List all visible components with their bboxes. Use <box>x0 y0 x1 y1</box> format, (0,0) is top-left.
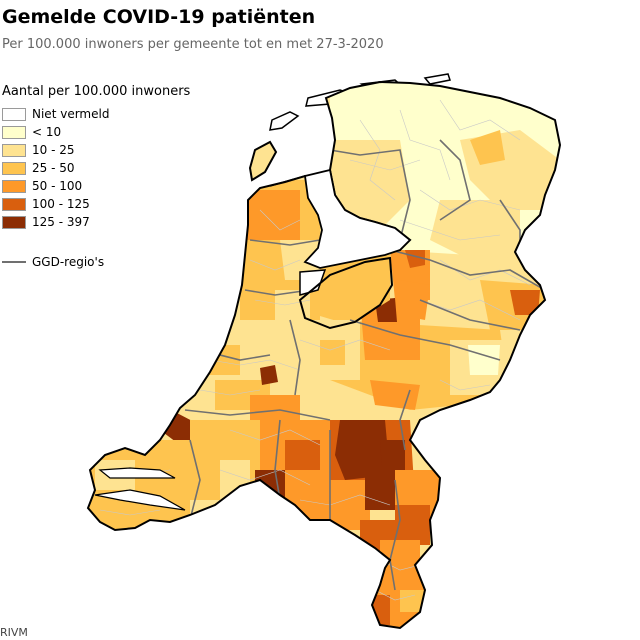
legend-item: 25 - 50 <box>2 159 232 177</box>
region-twente-hot <box>510 290 540 315</box>
municipal-borders <box>99 99 531 601</box>
region-drenthe-south <box>430 200 520 260</box>
ggd-legend: GGD-regio's <box>2 255 104 269</box>
region-achterhoek-light <box>468 345 500 375</box>
westerschelde <box>94 489 186 511</box>
legend-swatch <box>2 143 26 157</box>
texel-island <box>248 140 278 182</box>
region-venlo <box>395 505 430 545</box>
legend-label: Niet vermeld <box>32 107 110 121</box>
region-helmond-hot <box>365 465 395 510</box>
legend-swatch <box>2 197 26 211</box>
legend-swatch <box>2 215 26 229</box>
flevoland-outline <box>298 256 394 330</box>
region-uden-hot <box>380 440 405 470</box>
legend-item: 50 - 100 <box>2 177 232 195</box>
map-title: Gemelde COVID-19 patiënten <box>2 6 316 28</box>
legend-swatch <box>2 125 26 139</box>
legend-swatch <box>2 161 26 175</box>
region-noord-holland-north <box>245 190 300 240</box>
region-heerlen-light <box>400 590 425 612</box>
region-friesland-south <box>330 140 410 230</box>
region-nijmegen <box>370 380 420 410</box>
oosterschelde <box>98 467 176 479</box>
legend-label: 50 - 100 <box>32 179 83 193</box>
legend-title: Aantal per 100.000 inwoners <box>2 84 191 99</box>
legend-item: Niet vermeld <box>2 105 232 123</box>
region-eindhoven <box>320 480 370 530</box>
legend-label: 10 - 25 <box>32 143 75 157</box>
legend-label: 125 - 397 <box>32 215 90 229</box>
map-subtitle: Per 100.000 inwoners per gemeente tot en… <box>2 37 384 52</box>
ggd-line-swatch <box>2 261 26 263</box>
legend-item: 100 - 125 <box>2 195 232 213</box>
legend-label: 100 - 125 <box>32 197 90 211</box>
source-label: RIVM <box>0 626 28 639</box>
legend: Aantal per 100.000 inwoners Niet vermeld… <box>2 84 232 231</box>
legend-label: < 10 <box>32 125 62 139</box>
markermeer <box>299 269 327 296</box>
region-roermond <box>380 540 420 575</box>
region-stad-groningen <box>470 130 505 165</box>
region-amsterdam <box>275 290 310 320</box>
region-gouda-hot <box>260 365 278 385</box>
afsluitdijk <box>269 175 306 187</box>
region-brabant-light <box>220 460 250 500</box>
schiermonnikoog-island <box>423 73 451 85</box>
legend-swatch <box>2 107 26 121</box>
region-utrecht-east <box>320 340 345 365</box>
region-tilburg <box>285 440 320 470</box>
ggd-legend-label: GGD-regio's <box>32 255 105 269</box>
legend-item: 125 - 397 <box>2 213 232 231</box>
vlieland-island <box>269 111 300 131</box>
legend-item: < 10 <box>2 123 232 141</box>
legend-item: 10 - 25 <box>2 141 232 159</box>
legend-label: 25 - 50 <box>32 161 75 175</box>
ijsselmeer <box>303 168 412 269</box>
legend-swatch <box>2 179 26 193</box>
